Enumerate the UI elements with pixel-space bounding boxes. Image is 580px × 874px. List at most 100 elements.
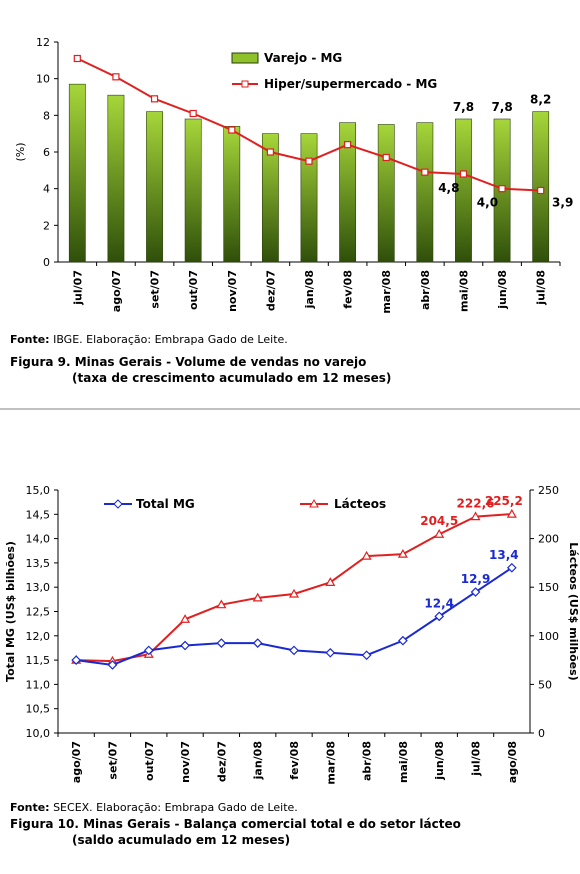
y-tick-label-right: 0 — [538, 727, 545, 740]
lacteos-point — [470, 511, 481, 521]
bar — [261, 133, 279, 263]
y-tick-label-left: 10,5 — [26, 703, 51, 716]
y-tick-label-right: 250 — [538, 484, 559, 497]
figure-10-title: Figura 10. Minas Gerais - Balança comerc… — [10, 817, 461, 831]
y-tick-label-left: 14,5 — [26, 508, 51, 521]
line-point — [382, 153, 390, 162]
series-line-lacteos — [76, 513, 512, 663]
y-tick-label: 6 — [43, 146, 50, 159]
bar — [339, 122, 357, 263]
x-tick-label: jun/08 — [433, 741, 446, 781]
line-point — [344, 141, 352, 149]
data-label: 13,4 — [489, 548, 519, 562]
lacteos-point — [506, 508, 517, 518]
figure-9-title: Figura 9. Minas Gerais - Volume de venda… — [10, 355, 367, 369]
x-tick-label: jul/08 — [470, 741, 483, 777]
y-tick-label-left: 13,5 — [26, 557, 51, 570]
figure-9-source: Fonte: IBGE. Elaboração: Embrapa Gado de… — [10, 333, 288, 346]
x-tick-label: ago/07 — [70, 741, 83, 783]
line-point — [459, 170, 468, 178]
bar — [300, 133, 318, 263]
x-tick-label: jun/08 — [496, 270, 509, 310]
figure-10-source: Fonte: SECEX. Elaboração: Embrapa Gado d… — [10, 801, 298, 814]
bar — [416, 122, 434, 263]
y-tick-label-left: 15,0 — [26, 484, 51, 497]
y-tick-label: 12 — [36, 36, 50, 49]
x-tick-label: set/07 — [149, 270, 162, 309]
x-tick-label: out/07 — [187, 270, 200, 310]
x-tick-label: mar/08 — [380, 270, 393, 314]
total-mg-point — [506, 562, 517, 573]
figure-10-caption: Fonte: SECEX. Elaboração: Embrapa Gado d… — [10, 800, 461, 848]
line-data-label: 4,8 — [438, 181, 459, 195]
lacteos-point — [180, 614, 191, 623]
figure-9-subtitle: (taxa de crescimento acumulado em 12 mes… — [72, 371, 392, 385]
data-label: 222,6 — [457, 497, 495, 511]
legend-marker-hiper — [241, 80, 249, 88]
chart-varejo: 0 2 4 6 8 10 12 (%) jul/07 ago/07 set/07 out/07 nov/… — [14, 36, 573, 314]
y-axis-title-right: Lácteos (US$ milhões) — [567, 542, 580, 680]
line-data-label: 3,9 — [552, 196, 573, 210]
x-tick-label: abr/08 — [419, 270, 432, 310]
x-tick-label: fev/08 — [342, 270, 355, 309]
x-tick-label: jan/08 — [303, 270, 316, 309]
total-mg-point — [325, 647, 336, 658]
legend-label-total-mg: Total MG — [136, 497, 195, 511]
x-tick-label: mar/08 — [324, 741, 337, 785]
total-mg-point — [361, 650, 372, 661]
figure-9-caption: Fonte: IBGE. Elaboração: Embrapa Gado de… — [10, 332, 391, 386]
x-tick-label: ago/07 — [110, 270, 123, 312]
legend-swatch-varejo — [231, 52, 259, 64]
y-tick-label-left: 11,0 — [26, 678, 51, 691]
total-mg-point — [470, 587, 481, 597]
total-mg-point — [434, 611, 445, 622]
y-tick-label-left: 13,0 — [26, 581, 51, 594]
bar-data-label: 7,8 — [491, 100, 512, 114]
line-point — [266, 148, 274, 156]
line-point — [150, 95, 159, 103]
legend-marker-lacteos — [309, 498, 319, 508]
total-mg-point — [398, 635, 408, 646]
line-point — [189, 109, 197, 118]
x-tick-label: nov/07 — [226, 270, 239, 312]
x-tick-label: dez/07 — [215, 741, 228, 782]
y-tick-label: 0 — [43, 256, 50, 269]
bar — [146, 111, 163, 263]
total-mg-point — [180, 640, 190, 651]
y-tick-label-right: 150 — [538, 581, 559, 594]
lacteos-point — [361, 550, 372, 560]
y-tick-label-left: 12,5 — [26, 606, 51, 619]
line-point — [228, 126, 236, 134]
bar — [68, 83, 86, 263]
y-tick-label-right: 50 — [538, 678, 552, 691]
bar-data-label: 8,2 — [530, 93, 551, 107]
total-mg-point — [216, 638, 227, 648]
line-point — [537, 186, 545, 195]
line-data-label: 4,0 — [477, 196, 498, 210]
figure-10-subtitle: (saldo acumulado em 12 meses) — [72, 833, 291, 847]
x-tick-label: out/07 — [143, 741, 156, 781]
y-axis-title-left: Total MG (US$ bilhões) — [4, 541, 17, 682]
bar-data-label: 7,8 — [453, 100, 474, 114]
y-axis-title: (%) — [14, 142, 27, 161]
x-tick-label: fev/08 — [288, 741, 301, 780]
total-mg-point — [289, 645, 299, 656]
x-tick-label: jul/07 — [71, 270, 84, 306]
x-tick-label: ago/08 — [506, 741, 519, 783]
data-label: 204,5 — [420, 514, 458, 528]
bar — [184, 118, 202, 263]
x-tick-label: jan/08 — [252, 741, 265, 780]
line-point — [498, 185, 506, 193]
lacteos-point — [288, 588, 300, 598]
lacteos-point — [434, 529, 445, 538]
legend-label-varejo: Varejo - MG — [264, 51, 342, 65]
x-tick-label: mai/08 — [457, 270, 470, 312]
legend-label-hiper: Hiper/supermercado - MG — [264, 77, 437, 91]
total-mg-point — [143, 645, 154, 656]
x-tick-label: abr/08 — [361, 741, 374, 781]
x-tick-label: nov/07 — [179, 741, 192, 783]
y-tick-label-left: 11,5 — [26, 654, 51, 667]
bar — [455, 118, 472, 263]
bar — [223, 126, 241, 263]
y-tick-label: 2 — [43, 219, 50, 232]
